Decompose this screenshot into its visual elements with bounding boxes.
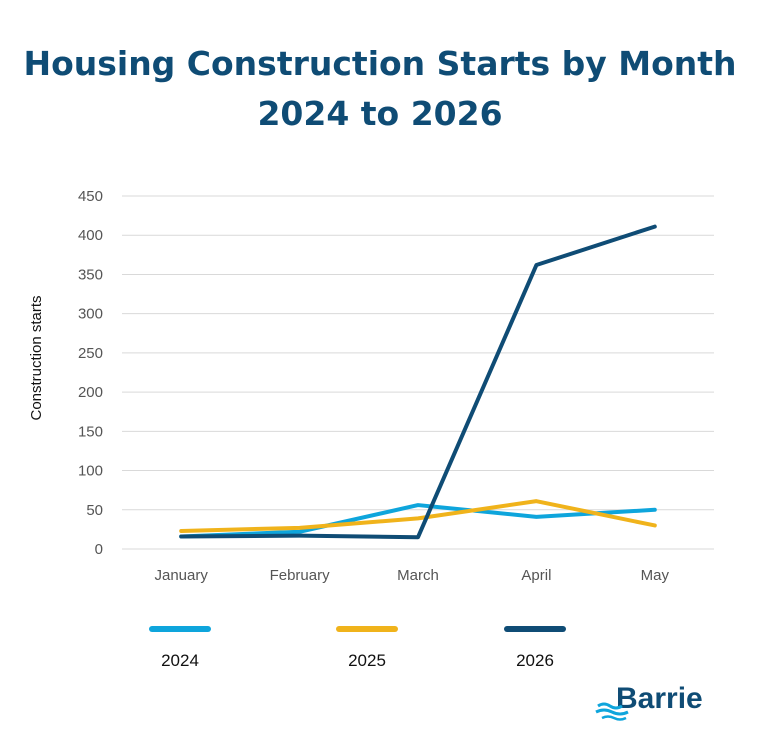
chart-title: Housing Construction Starts by Month — [23, 44, 737, 83]
y-tick-label: 50 — [86, 502, 103, 519]
chart-subtitle: 2024 to 2026 — [257, 94, 503, 133]
x-tick-label: March — [397, 567, 439, 584]
y-tick-label: 0 — [95, 541, 103, 558]
x-tick-label: April — [521, 567, 551, 584]
logo-text: Barrie — [616, 682, 703, 715]
y-tick-label: 450 — [78, 188, 103, 205]
y-tick-label: 350 — [78, 266, 103, 283]
legend-label-2026: 2026 — [516, 651, 554, 670]
y-axis-label: Construction starts — [28, 295, 45, 420]
wave-icon — [601, 715, 627, 721]
wave-icon — [597, 702, 623, 710]
legend-label-2024: 2024 — [161, 651, 199, 670]
y-tick-label: 200 — [78, 384, 103, 401]
barrie-logo: Barrie — [595, 682, 703, 721]
series-line-2026 — [179, 224, 657, 540]
x-axis-ticks: January February March April May — [155, 567, 670, 584]
y-axis-ticks: 0 50 100 150 200 250 300 350 400 450 — [78, 188, 103, 558]
y-tick-label: 400 — [78, 227, 103, 244]
y-tick-label: 250 — [78, 345, 103, 362]
y-tick-label: 300 — [78, 306, 103, 323]
wave-icon — [595, 708, 629, 716]
y-tick-label: 100 — [78, 463, 103, 480]
y-tick-label: 150 — [78, 423, 103, 440]
gridlines — [122, 195, 714, 550]
legend: 2024 2025 2026 — [149, 626, 566, 670]
x-tick-label: February — [270, 567, 331, 584]
x-tick-label: May — [641, 567, 670, 584]
series-lines — [179, 224, 657, 540]
legend-label-2025: 2025 — [348, 651, 386, 670]
x-tick-label: January — [155, 567, 209, 584]
